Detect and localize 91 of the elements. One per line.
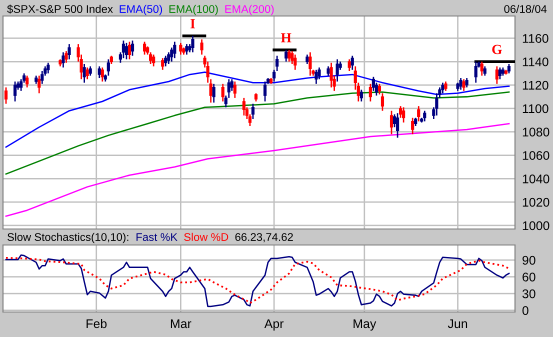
candlestick: [402, 106, 406, 124]
candlestick: [465, 77, 468, 88]
text: Fast %K: [136, 233, 178, 241]
candlestick: [368, 83, 372, 102]
candlestick: [350, 55, 354, 71]
annotation: G: [492, 44, 502, 54]
candlestick: [399, 105, 402, 119]
candlestick: [360, 89, 363, 102]
candlestick: [13, 80, 17, 102]
candlestick: [64, 50, 68, 64]
y-tick-label: 1000: [522, 221, 550, 230]
candlestick: [124, 42, 128, 60]
y-tick-label: 1140: [522, 57, 548, 66]
candlestick: [444, 80, 448, 92]
candlestick: [251, 103, 255, 120]
text: EMA(100): [169, 4, 218, 16]
text: Slow %D: [184, 232, 228, 241]
candlestick: [143, 41, 146, 56]
candlestick: [161, 57, 164, 71]
candlestick: [46, 62, 50, 74]
candlestick: [308, 52, 312, 76]
x-tick-label: Mar: [170, 319, 192, 328]
y-tick-label: 1040: [522, 174, 550, 184]
y-tick-label: 1060: [522, 151, 550, 160]
y-tick-label: 1020: [522, 198, 550, 207]
candlestick: [462, 78, 466, 92]
candlestick: [288, 49, 291, 62]
x-tick-label: Jun: [448, 319, 468, 328]
y-tick-label: 1160: [522, 34, 548, 43]
candlestick: [173, 41, 176, 59]
candlestick: [98, 66, 101, 79]
candlestick: [348, 58, 351, 72]
candlestick: [263, 80, 267, 102]
text: EMA(50): [120, 4, 162, 16]
candlestick: [152, 54, 156, 68]
candlestick: [294, 54, 297, 71]
y-tick-label: 1100: [522, 104, 548, 114]
candlestick: [474, 60, 478, 84]
chart-title: Slow Stochastics(10,10):: [8, 232, 128, 244]
candlestick: [130, 40, 134, 56]
x-tick-label: Apr: [264, 319, 284, 331]
candlestick: [378, 83, 382, 96]
candlestick: [88, 66, 92, 76]
candlestick: [498, 66, 502, 80]
annotation: H: [280, 33, 292, 42]
candlestick: [480, 60, 484, 76]
candlestick: [306, 54, 309, 65]
candlestick: [318, 66, 321, 80]
x-tick-label: May: [354, 319, 376, 331]
candlestick: [417, 105, 420, 122]
y-tick-label: 1120: [522, 80, 548, 90]
candlestick: [483, 66, 486, 76]
candlestick: [164, 55, 168, 68]
annotation: I: [190, 19, 195, 28]
candlestick: [167, 52, 170, 65]
candlestick: [495, 66, 498, 85]
candlestick: [330, 62, 333, 88]
y-tick-label: 90: [522, 256, 536, 265]
candlestick: [26, 74, 29, 88]
candlestick: [68, 43, 71, 60]
candlestick: [82, 63, 86, 84]
text: EMA(200): [225, 4, 274, 16]
candlestick: [390, 110, 394, 135]
candlestick: [441, 82, 444, 94]
candlestick: [4, 86, 8, 104]
candlestick: [396, 112, 400, 138]
text: 66.23,74.62: [235, 233, 293, 242]
y-tick-label: 1080: [522, 128, 550, 137]
candlestick: [380, 92, 384, 112]
chart-title: $SPX-S&P 500 Index: [7, 4, 113, 14]
text: 06/18/04: [504, 4, 547, 13]
candlestick: [100, 66, 104, 82]
candlestick: [326, 66, 330, 76]
candlestick: [128, 41, 132, 60]
candlestick: [62, 52, 65, 68]
x-tick-label: Feb: [86, 318, 107, 328]
candlestick: [86, 66, 89, 80]
candlestick: [372, 76, 375, 92]
y-tick-label: 30: [522, 289, 536, 298]
candlestick: [122, 40, 126, 59]
candlestick: [314, 69, 318, 85]
candlestick: [336, 58, 339, 82]
y-tick-label: 0: [522, 306, 528, 315]
candlestick: [423, 110, 426, 122]
candlestick: [411, 117, 414, 135]
candlestick: [507, 63, 511, 74]
y-tick-label: 60: [522, 272, 536, 282]
candlestick: [459, 77, 462, 90]
candlestick: [38, 74, 41, 94]
candlestick: [40, 70, 44, 85]
candlestick: [284, 49, 288, 62]
